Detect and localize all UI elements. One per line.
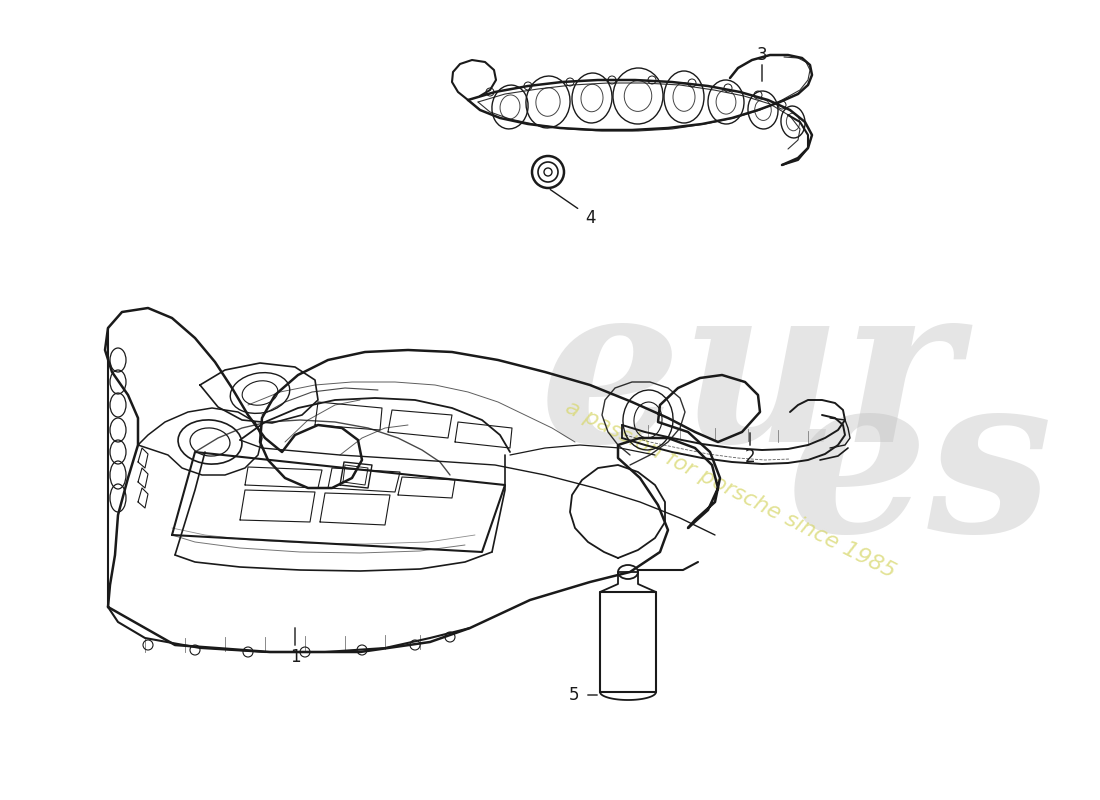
Text: es: es [786, 362, 1054, 578]
Text: eur: eur [540, 272, 960, 488]
Text: 1: 1 [289, 648, 300, 666]
Text: 3: 3 [757, 46, 768, 64]
Text: a passion for porsche since 1985: a passion for porsche since 1985 [562, 398, 899, 582]
Text: 5: 5 [569, 686, 580, 704]
Text: 2: 2 [745, 448, 756, 466]
Text: 4: 4 [585, 209, 595, 227]
